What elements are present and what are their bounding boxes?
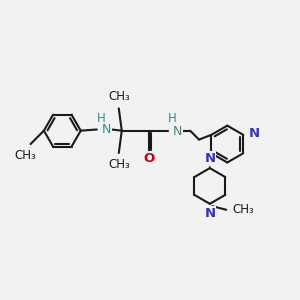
Text: N: N [204, 207, 215, 220]
Text: CH₃: CH₃ [233, 203, 254, 216]
Text: N: N [249, 127, 260, 140]
Text: H: H [97, 112, 106, 125]
Text: N: N [102, 123, 111, 136]
Text: CH₃: CH₃ [14, 149, 36, 162]
Text: CH₃: CH₃ [108, 158, 130, 171]
Text: N: N [173, 125, 182, 138]
Text: N: N [204, 152, 215, 165]
Text: O: O [143, 152, 154, 165]
Text: H: H [168, 112, 177, 125]
Text: CH₃: CH₃ [108, 90, 130, 103]
